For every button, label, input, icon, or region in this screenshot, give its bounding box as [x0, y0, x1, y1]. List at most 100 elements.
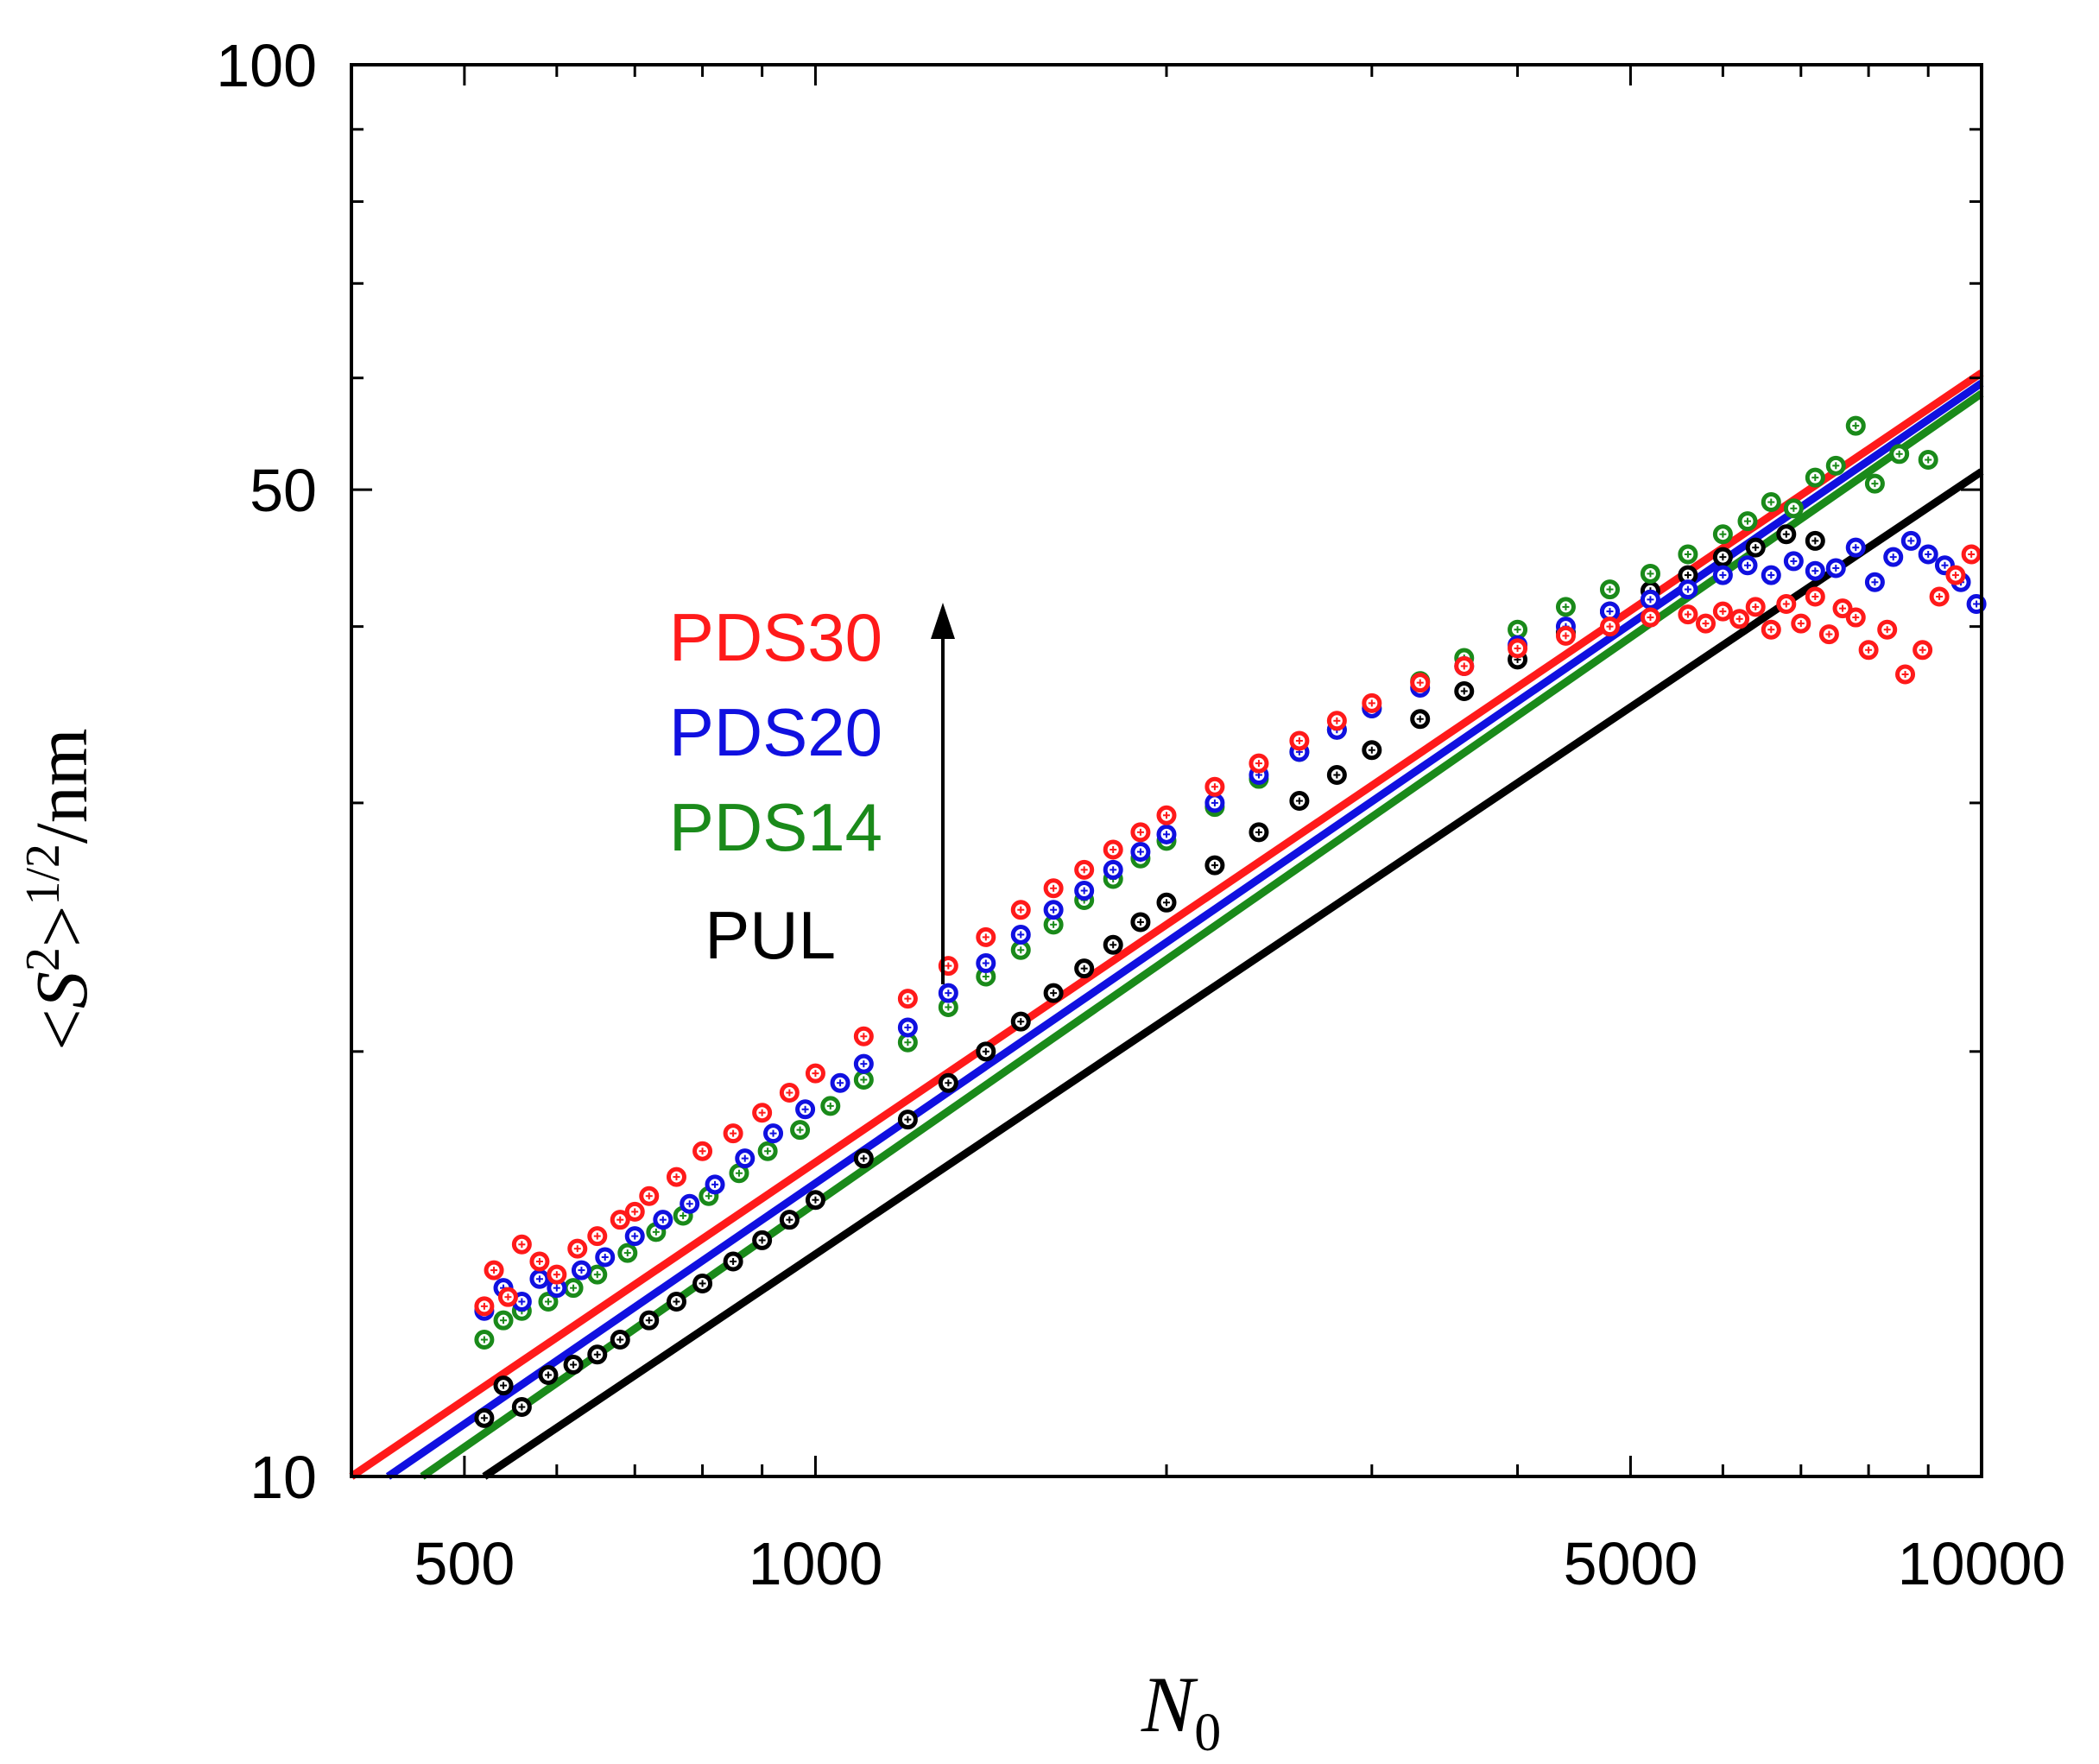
- data-point-pul: [639, 1310, 660, 1331]
- data-point-pds30: [1929, 586, 1950, 607]
- data-point-pul: [1289, 791, 1310, 812]
- data-point-pds14: [1555, 597, 1576, 617]
- data-point-pul: [538, 1364, 559, 1385]
- data-point-pds30: [897, 989, 918, 1009]
- fit-line-pds30: [349, 370, 1984, 1480]
- data-point-pul: [1454, 680, 1475, 701]
- data-point-pds20: [1883, 547, 1904, 567]
- data-point-pds30: [692, 1141, 713, 1161]
- data-point-pds30: [1845, 607, 1866, 628]
- data-point-pds20: [1864, 572, 1885, 592]
- legend-item-pds30: PDS30: [669, 599, 882, 675]
- data-point-pds14: [1825, 455, 1846, 476]
- data-point-pul: [587, 1344, 608, 1365]
- data-point-pds20: [1130, 842, 1151, 863]
- data-point-pds14: [587, 1264, 608, 1285]
- data-point-pul: [493, 1375, 514, 1396]
- data-point-pds30: [1362, 692, 1382, 713]
- data-point-pul: [1745, 537, 1766, 558]
- data-point-pds30: [1761, 619, 1781, 640]
- data-point-pds30: [1204, 776, 1225, 797]
- data-point-pds30: [1945, 565, 1966, 585]
- legend: PDS30 PDS20 PDS14 PUL: [669, 599, 882, 973]
- y-axis-title-half: 1/2: [16, 844, 70, 906]
- data-point-pds14: [1805, 467, 1825, 488]
- y-axis-title-sq: 2: [16, 947, 70, 971]
- data-point-pds20: [1805, 560, 1825, 581]
- data-point-pul: [1043, 983, 1064, 1003]
- data-point-pds30: [1289, 730, 1310, 751]
- data-point-pds30: [1074, 859, 1095, 880]
- data-point-pul: [666, 1292, 686, 1312]
- x-tick-label: 10000: [1898, 1530, 2066, 1597]
- data-point-pds30: [624, 1201, 645, 1222]
- y-axis-title-gt: >: [20, 906, 103, 948]
- data-point-pds20: [1825, 558, 1846, 579]
- data-point-pds30: [1410, 673, 1431, 693]
- data-point-pds20: [571, 1260, 591, 1280]
- y-axis-title: <S2>1/2/nm: [16, 728, 103, 1050]
- plot-frame: [350, 63, 1983, 1478]
- data-point-pul: [779, 1210, 800, 1230]
- data-point-pds30: [567, 1238, 588, 1259]
- data-point-pds30: [547, 1264, 567, 1285]
- data-point-pul: [1410, 709, 1431, 730]
- data-point-pul: [853, 1148, 874, 1169]
- data-point-pds14: [474, 1330, 495, 1350]
- data-point-pds20: [1043, 900, 1064, 920]
- data-point-pds14: [790, 1120, 811, 1141]
- data-point-pds30: [639, 1185, 660, 1206]
- data-point-pul: [1362, 740, 1382, 761]
- data-point-pds30: [1776, 593, 1797, 614]
- y-axis-title-lt: <: [20, 1008, 103, 1051]
- tick-labels: 500 1000 5000 10000 10 50 100: [216, 32, 2065, 1597]
- data-point-pul: [1776, 524, 1797, 545]
- data-point-pul: [1130, 912, 1151, 933]
- data-point-pds14: [1783, 498, 1804, 519]
- data-point-pds30: [805, 1063, 825, 1084]
- x-tick-label: 1000: [749, 1530, 883, 1597]
- data-point-pds20: [653, 1210, 673, 1230]
- data-point-pds20: [1599, 601, 1620, 622]
- data-point-pds30: [1010, 900, 1031, 920]
- x-tick-label: 5000: [1564, 1530, 1698, 1597]
- data-point-pds20: [624, 1226, 645, 1247]
- data-point-pds30: [1791, 613, 1811, 634]
- data-point-pds14: [1678, 544, 1698, 565]
- data-point-pds30: [1043, 878, 1064, 899]
- data-point-pds14: [1737, 511, 1758, 532]
- data-point-pds30: [1640, 607, 1660, 628]
- data-point-pds30: [723, 1123, 743, 1144]
- data-point-pul: [938, 1072, 958, 1093]
- data-point-pds30: [1745, 597, 1766, 617]
- fit-lines: [349, 370, 1984, 1480]
- data-point-pds14: [1508, 619, 1528, 640]
- data-point-pds30: [484, 1260, 504, 1280]
- data-point-pds30: [1858, 640, 1879, 661]
- data-point-pds20: [1156, 824, 1177, 844]
- data-point-pds20: [763, 1123, 784, 1144]
- data-point-pds14: [493, 1310, 514, 1331]
- x-tick-label: 500: [414, 1530, 515, 1597]
- y-axis-title-s: S: [20, 971, 103, 1008]
- data-point-pds20: [705, 1174, 725, 1195]
- data-point-pds14: [538, 1292, 559, 1312]
- data-point-pds14: [897, 1032, 918, 1053]
- data-point-pds20: [1761, 565, 1781, 585]
- data-point-pds14: [1712, 524, 1733, 545]
- data-point-pds30: [1832, 598, 1853, 619]
- data-point-pds14: [757, 1141, 778, 1161]
- data-point-pds30: [529, 1251, 550, 1272]
- x-axis-title: N0: [1141, 1660, 1221, 1762]
- legend-item-pul: PUL: [705, 897, 836, 973]
- data-point-pds14: [1864, 473, 1885, 494]
- data-point-pds30: [511, 1234, 532, 1255]
- data-point-pds20: [1783, 551, 1804, 572]
- data-point-pul: [1805, 530, 1825, 551]
- data-point-pul: [1156, 892, 1177, 913]
- data-point-pul: [897, 1110, 918, 1130]
- data-point-pds14: [1918, 450, 1938, 471]
- data-point-pds14: [1845, 415, 1866, 436]
- data-point-pds30: [1156, 805, 1177, 825]
